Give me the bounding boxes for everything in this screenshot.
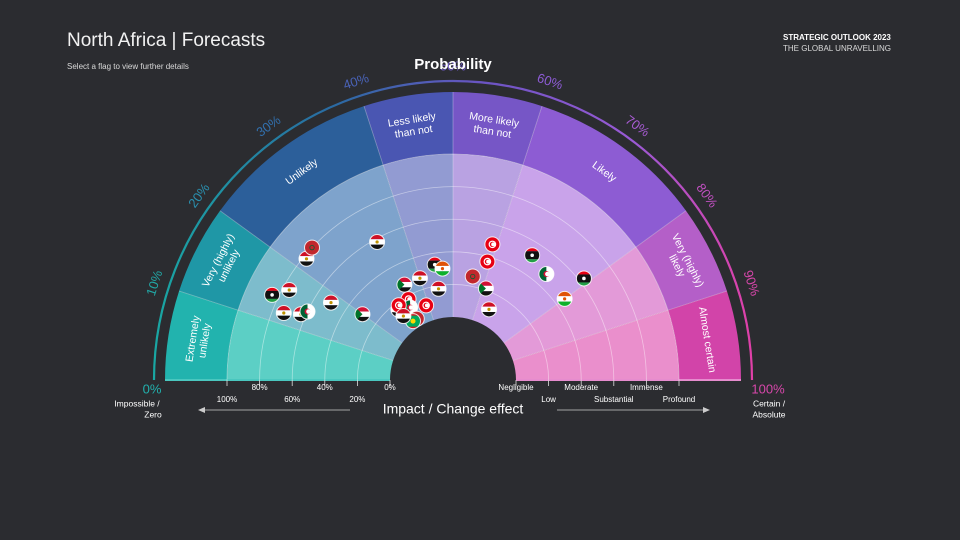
probability-tick-label: 50% [440,58,466,73]
probability-tick-label: 60% [535,70,565,92]
field-sector [383,154,453,321]
flag-morocco[interactable] [304,239,321,256]
end-left-label-1: Impossible / [114,398,160,408]
impact-axis-arrow-left [198,407,205,413]
band-sector [522,106,686,248]
impact-tick-label-right: Immense [630,383,663,392]
band-divider [512,290,728,361]
probability-arc [152,79,754,381]
flag-sudan[interactable] [396,276,413,293]
flag-egypt[interactable] [369,233,386,250]
field-sector [238,247,403,361]
field-sector [503,247,668,361]
field-sector [472,165,636,343]
probability-bands [165,92,741,381]
impact-tick-label-right: Negligible [498,383,534,392]
flag-tunisia[interactable] [418,297,435,314]
impact-axis-arrow-right [703,407,710,413]
band-sector [453,92,542,166]
flag-libya[interactable] [264,286,281,303]
impact-tick-label-left: 20% [349,395,365,404]
brand-line-1: STRATEGIC OUTLOOK 2023 [783,33,891,42]
field-sector [270,165,434,343]
end-right-label-1: Certain / [753,398,786,408]
flag-egypt[interactable] [281,281,298,298]
impact-tick-label-left: 0% [384,383,396,392]
impact-tick-label-right: Moderate [564,383,598,392]
impact-tick-label-left: 40% [317,383,333,392]
impact-tick-label-left: 100% [217,395,237,404]
impact-tick-label-left: 60% [284,395,300,404]
impact-axis-title: Impact / Change effect [383,401,524,417]
flag-egypt[interactable] [322,294,339,311]
flag-sudan[interactable] [477,280,494,297]
band-sector [179,210,271,311]
page-subtitle: Select a flag to view further details [67,62,189,71]
flag-algeria[interactable] [538,266,555,283]
flag-morocco[interactable] [464,268,481,285]
impact-ring [357,284,549,381]
brand-line-2: THE GLOBAL UNRAVELLING [783,44,892,53]
band-divider [178,290,394,361]
probability-tick-label: 90% [741,268,763,298]
field-sector [227,310,394,380]
flag-libya[interactable] [575,270,592,287]
country-flags [264,233,592,330]
baseline-right [516,379,741,381]
flag-egypt[interactable] [395,308,412,325]
band-sector [220,106,384,248]
probability-tick-label: 10% [143,268,165,298]
flag-egypt[interactable] [430,280,447,297]
flag-sudan[interactable] [354,306,371,323]
end-right-label-2: Absolute [752,409,785,419]
impact-tick-label-right: Low [541,395,556,404]
page-title: North Africa | Forecasts [67,30,266,51]
end-right-percent: 100% [751,381,785,396]
flag-tunisia[interactable] [484,236,501,253]
flag-egypt[interactable] [411,270,428,287]
baseline-left [165,379,390,381]
flag-niger[interactable] [556,290,573,307]
band-sector [165,291,239,380]
band-sector [635,210,727,311]
impact-tick-label-right: Substantial [594,395,634,404]
band-sector [667,291,741,380]
band-sector [364,92,453,166]
impact-tick-label-right: Profound [663,395,695,404]
impact-ring [324,251,582,381]
end-left-percent: 0% [143,381,162,396]
band-label: unlikely [196,322,213,359]
field-sector [512,310,679,380]
flag-tunisia[interactable] [479,253,496,270]
flag-algeria[interactable] [299,303,316,320]
flag-niger[interactable] [434,260,451,277]
end-left-label-2: Zero [144,409,162,419]
probability-axis-title: Probability [414,56,492,73]
probability-tick-label: 40% [341,70,371,92]
band-label: than not [473,123,512,141]
band-divider [503,210,687,344]
band-divider [219,210,403,344]
flag-egypt[interactable] [481,301,498,318]
flag-egypt[interactable] [275,305,292,322]
impact-tick-label-left: 80% [252,383,268,392]
band-label: than not [394,123,433,141]
impact-ring [226,153,680,381]
flag-libya[interactable] [524,247,541,264]
